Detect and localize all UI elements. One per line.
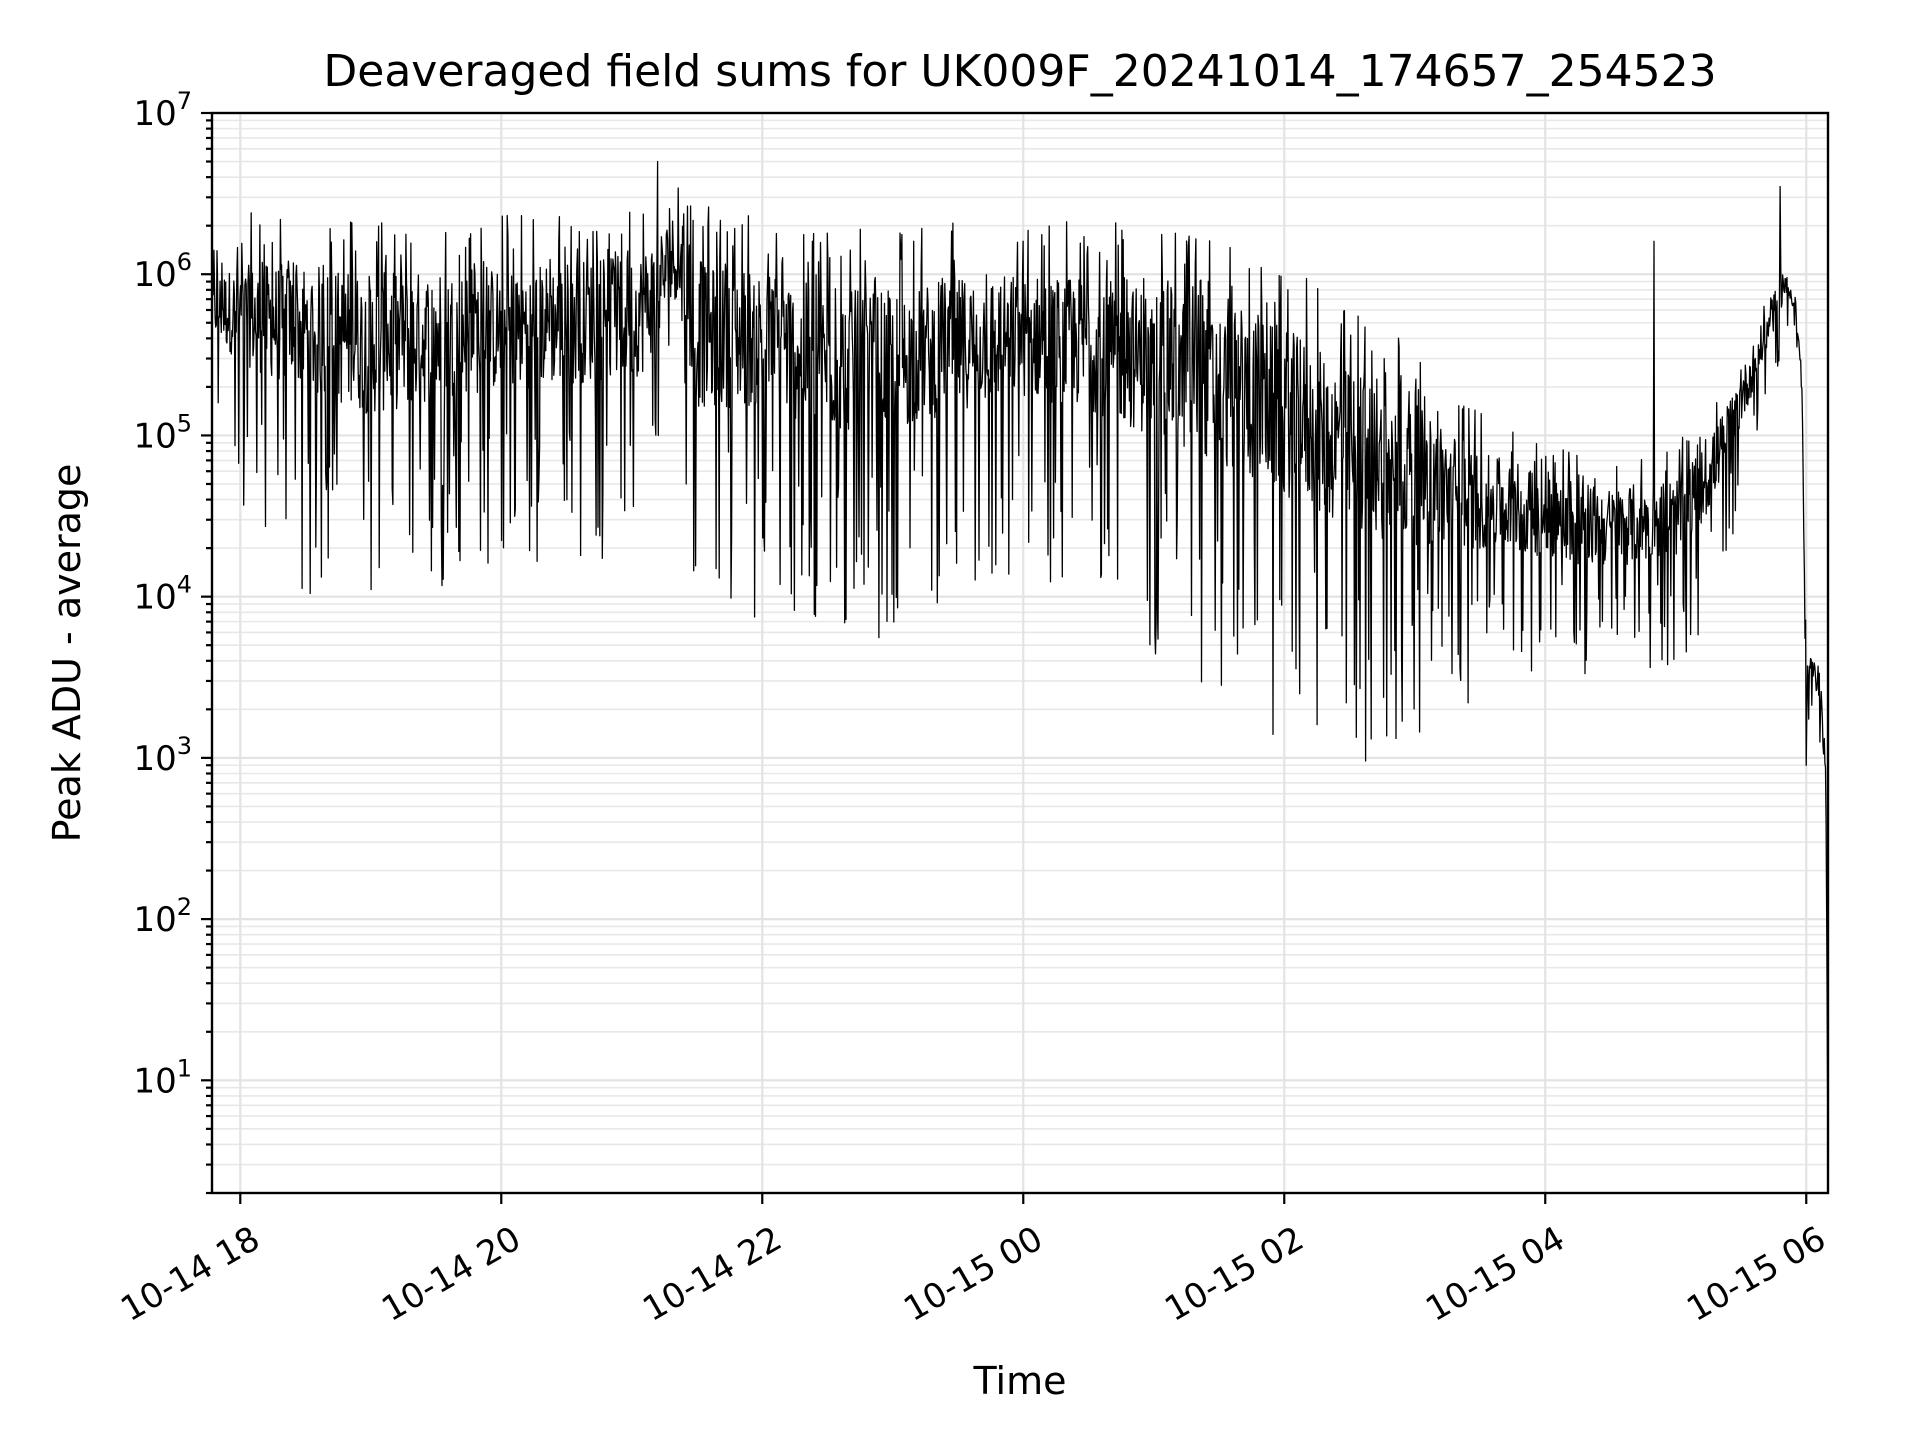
x-tick-label: 10-15 06 <box>1680 1219 1832 1330</box>
x-axis-label: Time <box>973 1359 1067 1403</box>
y-tick-base: 10 <box>133 900 176 940</box>
y-tick-label: 107 <box>133 87 192 134</box>
y-tick-label: 104 <box>133 571 192 618</box>
x-tick-label: 10-15 00 <box>897 1219 1049 1330</box>
y-tick-base: 10 <box>133 255 176 295</box>
x-tick-label: 10-14 22 <box>636 1219 788 1330</box>
y-tick-exponent: 6 <box>177 248 192 276</box>
y-tick-exponent: 5 <box>177 409 192 437</box>
y-tick-exponent: 7 <box>177 87 192 115</box>
y-tick-exponent: 1 <box>177 1054 192 1082</box>
y-tick-label: 106 <box>133 248 192 295</box>
y-tick-base: 10 <box>133 416 176 456</box>
y-tick-base: 10 <box>133 578 176 618</box>
y-axis-label: Peak ADU - average <box>45 464 89 843</box>
series-line <box>211 160 1829 1165</box>
y-tick-exponent: 4 <box>177 571 192 599</box>
x-tick-label: 10-15 02 <box>1158 1219 1310 1330</box>
y-tick-exponent: 2 <box>177 893 192 921</box>
plot-frame <box>210 111 1830 1195</box>
y-tick-label: 103 <box>133 732 192 779</box>
x-tick-label: 10-15 04 <box>1419 1219 1571 1330</box>
chart-title: Deaveraged field sums for UK009F_2024101… <box>323 46 1716 97</box>
series-layer <box>211 160 1829 1165</box>
y-tick-base: 10 <box>133 1061 176 1101</box>
x-tick-label: 10-14 18 <box>114 1219 266 1330</box>
y-tick-label: 105 <box>133 409 192 456</box>
y-tick-base: 10 <box>133 94 176 134</box>
y-tick-exponent: 3 <box>177 732 192 760</box>
y-tick-label: 102 <box>133 893 192 940</box>
y-tick-base: 10 <box>133 739 176 779</box>
y-tick-label: 101 <box>133 1054 192 1101</box>
x-tick-label: 10-14 20 <box>375 1219 527 1330</box>
